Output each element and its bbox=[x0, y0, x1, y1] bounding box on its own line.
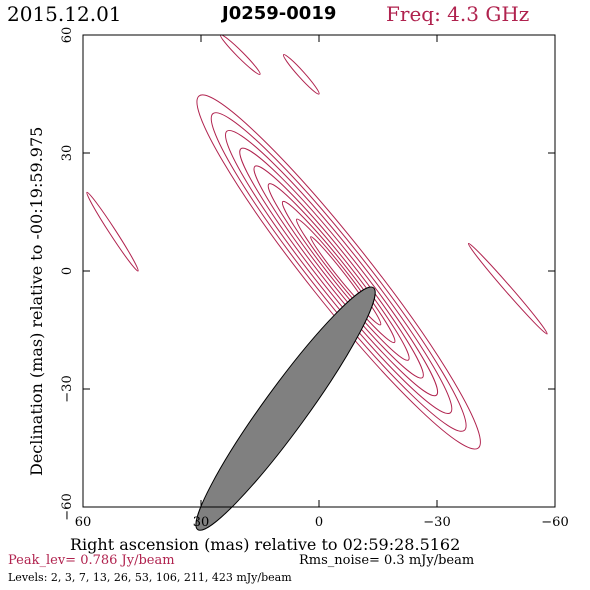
tick-label: 0 bbox=[315, 515, 323, 530]
beam-ellipse bbox=[195, 286, 376, 531]
contour-ring bbox=[267, 183, 410, 361]
sidelobe-contour bbox=[467, 242, 548, 335]
peak-level: Peak_lev= 0.786 Jy/beam bbox=[8, 553, 175, 568]
sidelobe-contour bbox=[220, 34, 261, 75]
plot-frame bbox=[82, 34, 556, 508]
contour-ring bbox=[281, 200, 396, 344]
observation-date: 2015.12.01 bbox=[7, 2, 122, 26]
tick-label: 30 bbox=[60, 145, 75, 162]
tick-label: 30 bbox=[193, 515, 210, 530]
tick-label: −60 bbox=[60, 493, 75, 520]
rms-noise: Rms_noise= 0.3 mJy/beam bbox=[299, 553, 475, 568]
contour-ring bbox=[296, 218, 382, 326]
tick-label: −30 bbox=[60, 375, 75, 402]
contour-levels: Levels: 2, 3, 7, 13, 26, 53, 106, 211, 4… bbox=[8, 571, 292, 584]
sidelobe-contour bbox=[86, 191, 139, 272]
frequency-label: Freq: 4.3 GHz bbox=[386, 2, 530, 26]
tick-label: 60 bbox=[60, 27, 75, 44]
x-axis-label: Right ascension (mas) relative to 02:59:… bbox=[70, 535, 460, 554]
contour-ring bbox=[239, 147, 439, 397]
tick-label: 60 bbox=[75, 515, 92, 530]
y-axis-label: Declination (mas) relative to -00:19:59.… bbox=[27, 127, 46, 476]
tick-label: −30 bbox=[423, 515, 450, 530]
contour-layer bbox=[86, 34, 548, 450]
axis-ticks bbox=[82, 34, 556, 508]
tick-label: 0 bbox=[60, 267, 75, 275]
contour-ring bbox=[225, 129, 453, 415]
contour-ring bbox=[196, 94, 481, 450]
beam-layer bbox=[195, 286, 376, 531]
contour-ring bbox=[253, 165, 424, 379]
contour-ring bbox=[210, 112, 467, 432]
source-name: J0259-0019 bbox=[222, 3, 337, 24]
tick-label: −60 bbox=[541, 515, 568, 530]
tick-labels: 60 30 0 −30 −60 −60 −30 0 30 60 bbox=[60, 27, 569, 530]
sidelobe-contour bbox=[282, 54, 320, 95]
